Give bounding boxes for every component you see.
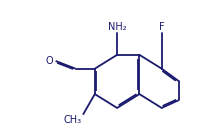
Text: O: O [46, 56, 54, 66]
Text: F: F [159, 22, 165, 32]
Text: CH₃: CH₃ [64, 115, 82, 125]
Text: NH₂: NH₂ [108, 22, 126, 32]
